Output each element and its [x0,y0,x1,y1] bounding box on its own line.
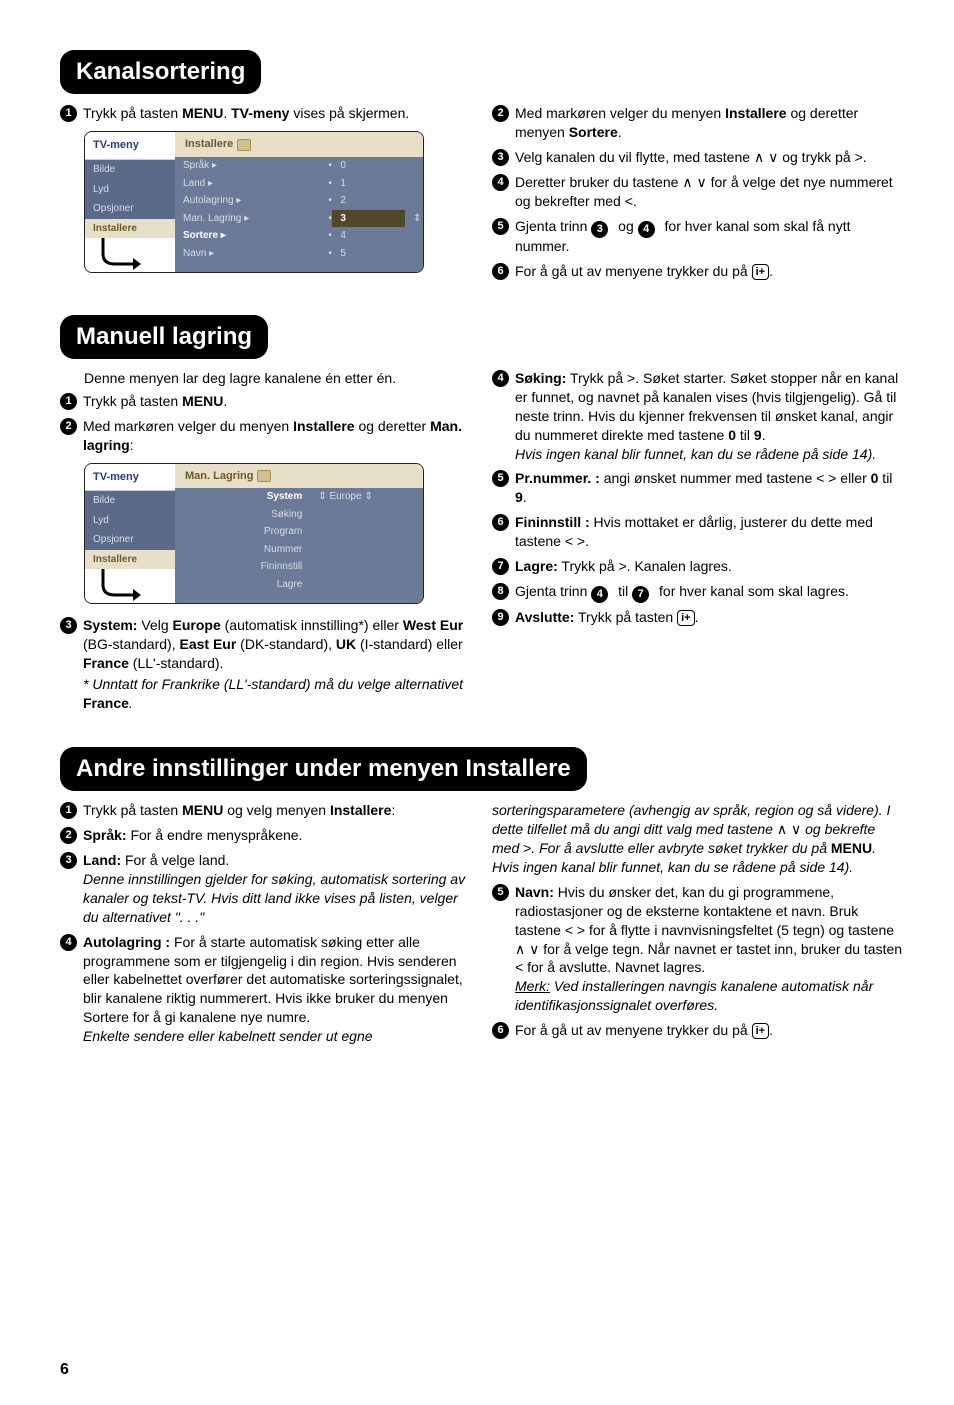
manual-step4-text: Søking: Trykk på >. Søket starter. Søket… [515,369,904,463]
info-icon: i+ [752,264,769,280]
section-andre-innstillinger: Andre innstillinger under menyen Install… [60,747,904,1052]
scr-row-val: 2 [332,192,405,210]
scr-row-label-hl: System [175,488,310,506]
scr-row-label: Søking [175,506,310,524]
header-manuell-lagring: Manuell lagring [60,315,268,359]
step-marker-3: 3 [60,852,77,869]
scr-row-label: Program [175,523,310,541]
scr-row-val-sel: 3 [332,210,405,228]
scr-row-label: Man. Lagring ▸ [175,210,320,228]
other-step4-text: Autolagring : For å starte automatisk sø… [83,933,472,1046]
scr-right-title: Man. Lagring [175,464,423,489]
header-andre-innstillinger: Andre innstillinger under menyen Install… [60,747,587,791]
other-right-cont: sorteringsparametere (avhengig av språk,… [492,801,904,877]
manual-step2-text: Med markøren velger du menyen Installere… [83,417,472,455]
step-marker-6: 6 [492,1022,509,1039]
scr-left-title: TV-meny [85,132,175,160]
step-marker-9: 9 [492,609,509,626]
step-marker-5: 5 [492,470,509,487]
manual-step7-text: Lagre: Trykk på >. Kanalen lagres. [515,557,904,576]
curved-arrow-icon [97,567,147,603]
scr-row-val: 0 [332,157,405,175]
other-step2-text: Språk: For å endre menyspråkene. [83,826,472,845]
scr-left-item: Lyd [85,511,175,531]
step-marker-6: 6 [492,263,509,280]
other-step5-note-label: Merk: [515,978,550,994]
manual-step8-text: Gjenta trinn 4 til 7 for hver kanal som … [515,582,904,602]
scr-left-item: Opsjoner [85,199,175,219]
sort-step3-text: Velg kanalen du vil flytte, med tastene … [515,148,904,167]
scr-row-val: ⇕ Europe ⇕ [310,488,423,506]
manual-step5-text: Pr.nummer. : angi ønsket nummer med tast… [515,469,904,507]
page-number: 6 [60,1359,69,1381]
scr-row-label: Autolagring ▸ [175,192,320,210]
sort-step5-text: Gjenta trinn 3 og 4 for hver kanal som s… [515,217,904,256]
other-step1-text: Trykk på tasten MENU og velg menyen Inst… [83,801,472,820]
other-step5-text: Navn: Hvis du ønsker det, kan du gi prog… [515,883,904,1015]
scr-row-label: Nummer [175,541,310,559]
step-marker-5: 5 [492,884,509,901]
step-marker-4: 4 [492,174,509,191]
manual-step6-text: Fininnstill : Hvis mottaket er dårlig, j… [515,513,904,551]
manual-intro: Denne menyen lar deg lagre kanalene én e… [60,369,472,388]
step-marker-2: 2 [492,105,509,122]
scr-left-title: TV-meny [85,464,175,492]
step-marker-7: 7 [492,558,509,575]
manual-step9-text: Avslutte: Trykk på tasten i+. [515,608,904,627]
scr-row-val: 1 [332,175,405,193]
other-step4-note: Enkelte sendere eller kabelnett sender u… [83,1027,472,1046]
scr-row-label: Språk ▸ [175,157,320,175]
scr-row-label-hl: Sortere ▸ [175,227,320,245]
info-icon: i+ [677,610,694,626]
manual-screen-mock: TV-meny Bilde Lyd Opsjoner Installere [84,463,424,605]
scr-left-item: Bilde [85,491,175,511]
scr-left-items: Bilde Lyd Opsjoner Installere [85,491,175,569]
sort-step6-text: For å gå ut av menyene trykker du på i+. [515,262,904,281]
section-manuell-lagring: Manuell lagring Denne menyen lar deg lag… [60,315,904,719]
scr-left-item: Opsjoner [85,530,175,550]
other-step3-note: Denne innstillingen gjelder for søking, … [83,870,472,927]
step-marker-6: 6 [492,514,509,531]
scr-row-label: Lagre [175,576,310,594]
scr-left-item: Lyd [85,180,175,200]
info-icon: i+ [752,1023,769,1039]
updown-icon: ⇕ [405,210,423,228]
sort-step1-text: Trykk på tasten MENU. TV-meny vises på s… [83,104,472,123]
step-marker-1: 1 [60,105,77,122]
sort-screen-mock: TV-meny Bilde Lyd Opsjoner Installere [84,131,424,273]
scr-row-label: Land ▸ [175,175,320,193]
step-marker-3: 3 [60,617,77,634]
manual-step4-note: Hvis ingen kanal blir funnet, kan du se … [515,445,904,464]
manual-step1-text: Trykk på tasten MENU. [83,392,472,411]
step-marker-4: 4 [492,370,509,387]
sort-step4-text: Deretter bruker du tastene ∧ ∨ for å vel… [515,173,904,211]
step-marker-1: 1 [60,393,77,410]
curved-arrow-icon [97,236,147,272]
sort-step2-text: Med markøren velger du menyen Installere… [515,104,904,142]
other-step5-note: Ved installeringen navngis kanalene auto… [515,978,873,1013]
step-marker-2: 2 [60,418,77,435]
step-marker-4: 4 [60,934,77,951]
scr-right-title: Installere [175,132,423,157]
scr-row-label: Fininnstill [175,558,310,576]
step-marker-3: 3 [492,149,509,166]
other-step6-text: For å gå ut av menyene trykker du på i+. [515,1021,904,1040]
scr-row-val: 5 [332,245,405,263]
step-marker-2: 2 [60,827,77,844]
scr-row-label: Navn ▸ [175,245,320,263]
scr-row-val: 4 [332,227,405,245]
scr-left-items: Bilde Lyd Opsjoner Installere [85,160,175,238]
header-kanalsortering: Kanalsortering [60,50,261,94]
step-marker-8: 8 [492,583,509,600]
other-step3-text: Land: For å velge land. Denne innstillin… [83,851,472,927]
scr-left-item: Bilde [85,160,175,180]
manual-step3-text: System: Velg Europe (automatisk innstill… [83,616,472,712]
step-marker-1: 1 [60,802,77,819]
step-marker-5: 5 [492,218,509,235]
section-kanalsortering: Kanalsortering 1 Trykk på tasten MENU. T… [60,50,904,287]
